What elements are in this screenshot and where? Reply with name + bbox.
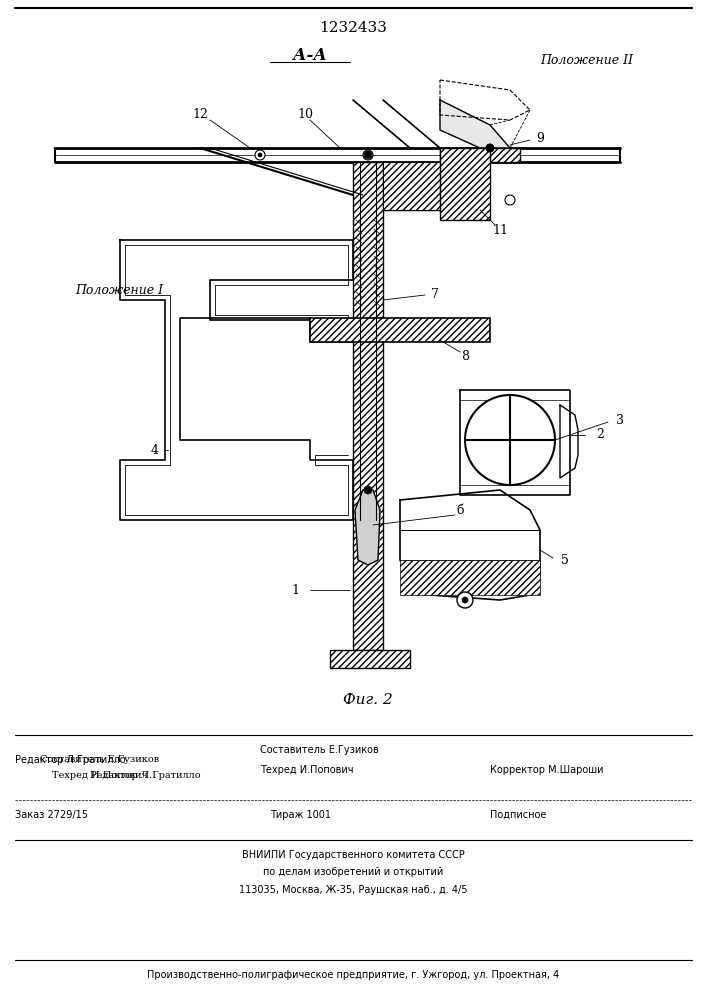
Text: Фиг. 2: Фиг. 2 [343,693,393,707]
Circle shape [363,150,373,160]
Bar [400,560,540,595]
Circle shape [486,144,494,152]
Bar [440,148,490,220]
Text: 10: 10 [297,108,313,121]
Text: Корректор М.Шароши: Корректор М.Шароши [490,765,604,775]
Circle shape [465,395,555,485]
Circle shape [364,486,372,494]
Text: 2: 2 [596,428,604,442]
Text: Составитель Е.Гузиков: Составитель Е.Гузиков [260,745,379,755]
Text: 113035, Москва, Ж-35, Раушская наб., д. 4/5: 113035, Москва, Ж-35, Раушская наб., д. … [239,885,467,895]
Text: 3: 3 [616,414,624,426]
Circle shape [486,144,494,152]
Text: 1232433: 1232433 [319,21,387,35]
Text: 4: 4 [151,444,159,456]
Circle shape [258,153,262,157]
Text: 9: 9 [536,131,544,144]
Text: Производственно-полиграфическое предприятие, г. Ужгород, ул. Проектная, 4: Производственно-полиграфическое предприя… [147,970,559,980]
Text: Подписное: Подписное [490,810,547,820]
Text: 8: 8 [461,351,469,363]
Text: Техред И.Попович: Техред И.Попович [260,765,354,775]
Text: Составитель Е.Гузиков: Составитель Е.Гузиков [40,756,160,764]
Bar [330,650,410,668]
Text: Редактор Л.Гратилло: Редактор Л.Гратилло [15,755,126,765]
Circle shape [366,153,370,157]
Text: 12: 12 [192,108,208,121]
Text: Редактор Л.Гратилло: Редактор Л.Гратилло [90,770,201,780]
Polygon shape [400,490,540,600]
Text: по делам изобретений и открытий: по делам изобретений и открытий [263,867,443,877]
Circle shape [460,595,470,605]
Text: 7: 7 [431,288,439,302]
Text: Заказ 2729/15: Заказ 2729/15 [15,810,88,820]
Text: 11: 11 [492,224,508,236]
Text: Техред И.Попович: Техред И.Попович [52,770,148,780]
Text: 1: 1 [291,584,299,596]
Text: Тираж 1001: Тираж 1001 [270,810,331,820]
Bar [383,162,440,210]
Circle shape [364,151,372,159]
Text: Положение I: Положение I [75,284,163,296]
Text: ВНИИПИ Государственного комитета СССР: ВНИИПИ Государственного комитета СССР [242,850,464,860]
Polygon shape [355,490,380,565]
Bar [310,318,490,342]
Bar [440,148,520,162]
Bar [353,162,383,650]
Circle shape [457,592,473,608]
Polygon shape [440,100,510,148]
Text: Положение II: Положение II [540,53,633,66]
Text: 5: 5 [561,554,569,566]
Circle shape [462,597,468,603]
Text: б: б [456,504,464,516]
Circle shape [255,150,265,160]
Text: А-А: А-А [293,46,327,64]
